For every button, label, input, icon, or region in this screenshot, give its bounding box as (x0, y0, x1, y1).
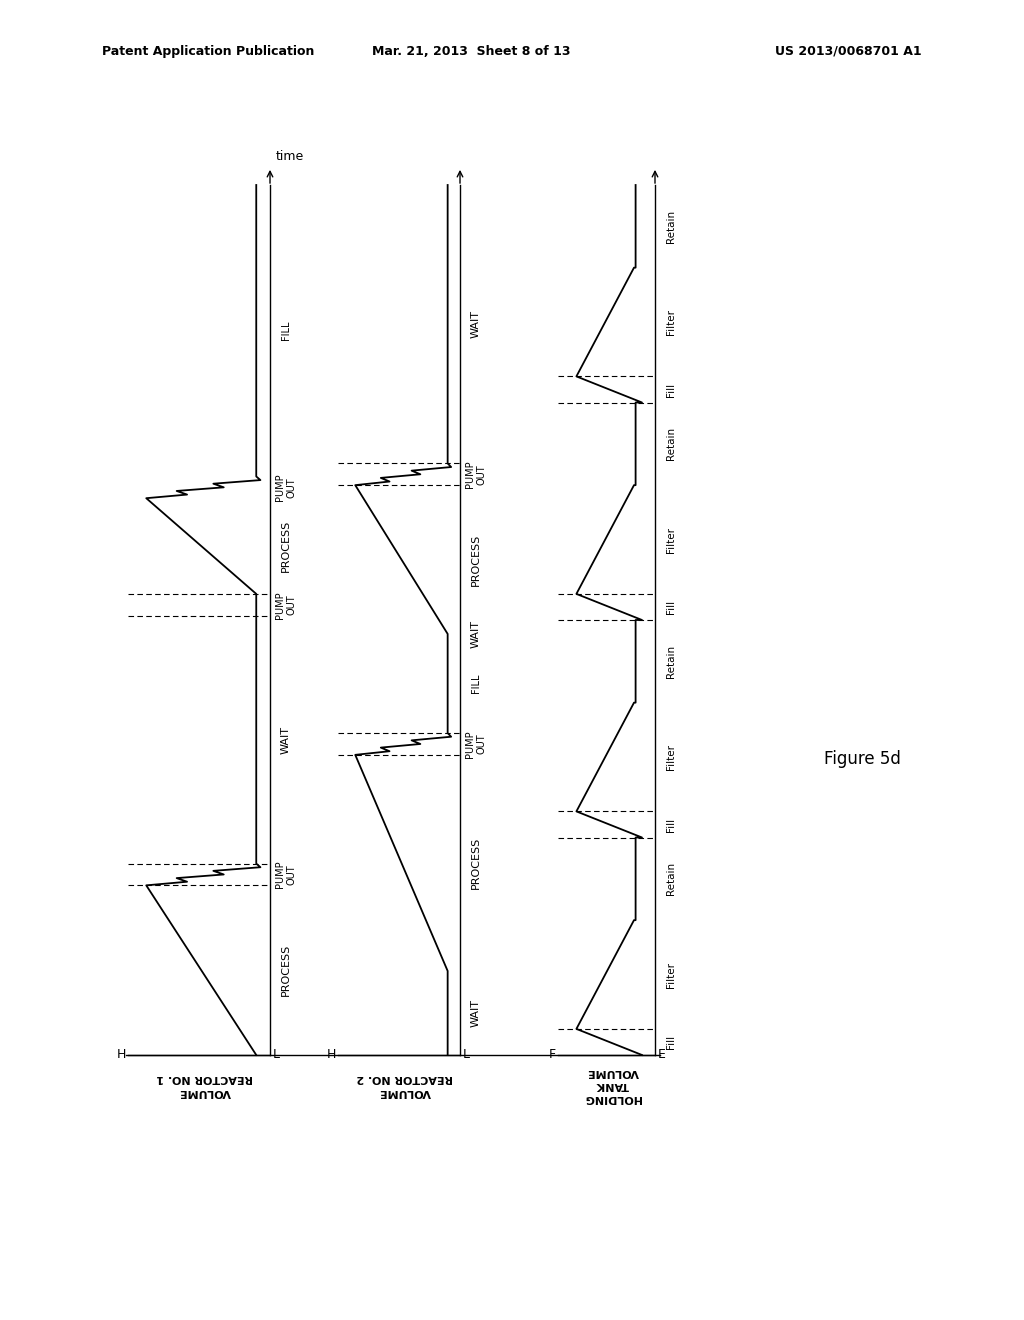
Text: PROCESS: PROCESS (471, 837, 481, 890)
Text: Fill: Fill (666, 383, 676, 396)
Text: FILL: FILL (471, 673, 481, 693)
Text: FILL: FILL (281, 321, 291, 341)
Text: PUMP
OUT: PUMP OUT (465, 730, 486, 758)
Text: REACTOR NO. 1: REACTOR NO. 1 (157, 1073, 253, 1082)
Text: H: H (117, 1048, 126, 1061)
Text: Fill: Fill (666, 599, 676, 614)
Text: PUMP
OUT: PUMP OUT (465, 461, 486, 488)
Text: Figure 5d: Figure 5d (824, 750, 901, 768)
Text: Patent Application Publication: Patent Application Publication (102, 45, 314, 58)
Text: time: time (276, 150, 304, 162)
Text: PUMP
OUT: PUMP OUT (275, 591, 297, 619)
Text: HOLDING: HOLDING (584, 1093, 641, 1104)
Text: US 2013/0068701 A1: US 2013/0068701 A1 (775, 45, 922, 58)
Text: Filter: Filter (666, 961, 676, 987)
Text: Filter: Filter (666, 309, 676, 335)
Text: F: F (549, 1048, 556, 1061)
Text: Retain: Retain (666, 210, 676, 243)
Text: Filter: Filter (666, 527, 676, 553)
Text: Fill: Fill (666, 1035, 676, 1049)
Text: VOLUME: VOLUME (587, 1067, 639, 1077)
Text: WAIT: WAIT (471, 620, 481, 648)
Text: WAIT: WAIT (281, 726, 291, 754)
Text: WAIT: WAIT (471, 999, 481, 1027)
Text: PUMP
OUT: PUMP OUT (275, 861, 297, 888)
Text: PROCESS: PROCESS (281, 944, 291, 997)
Text: L: L (463, 1048, 470, 1061)
Text: Filter: Filter (666, 744, 676, 770)
Text: Mar. 21, 2013  Sheet 8 of 13: Mar. 21, 2013 Sheet 8 of 13 (372, 45, 570, 58)
Text: Fill: Fill (666, 817, 676, 832)
Text: VOLUME: VOLUME (179, 1086, 231, 1097)
Text: L: L (273, 1048, 280, 1061)
Text: VOLUME: VOLUME (379, 1086, 431, 1097)
Text: H: H (327, 1048, 336, 1061)
Text: E: E (658, 1048, 666, 1061)
Text: TANK: TANK (596, 1080, 629, 1090)
Text: Retain: Retain (666, 862, 676, 895)
Text: PROCESS: PROCESS (281, 520, 291, 572)
Text: PROCESS: PROCESS (471, 533, 481, 586)
Text: WAIT: WAIT (471, 310, 481, 338)
Text: Retain: Retain (666, 428, 676, 461)
Text: Retain: Retain (666, 644, 676, 678)
Text: REACTOR NO. 2: REACTOR NO. 2 (356, 1073, 454, 1082)
Text: PUMP
OUT: PUMP OUT (275, 474, 297, 502)
